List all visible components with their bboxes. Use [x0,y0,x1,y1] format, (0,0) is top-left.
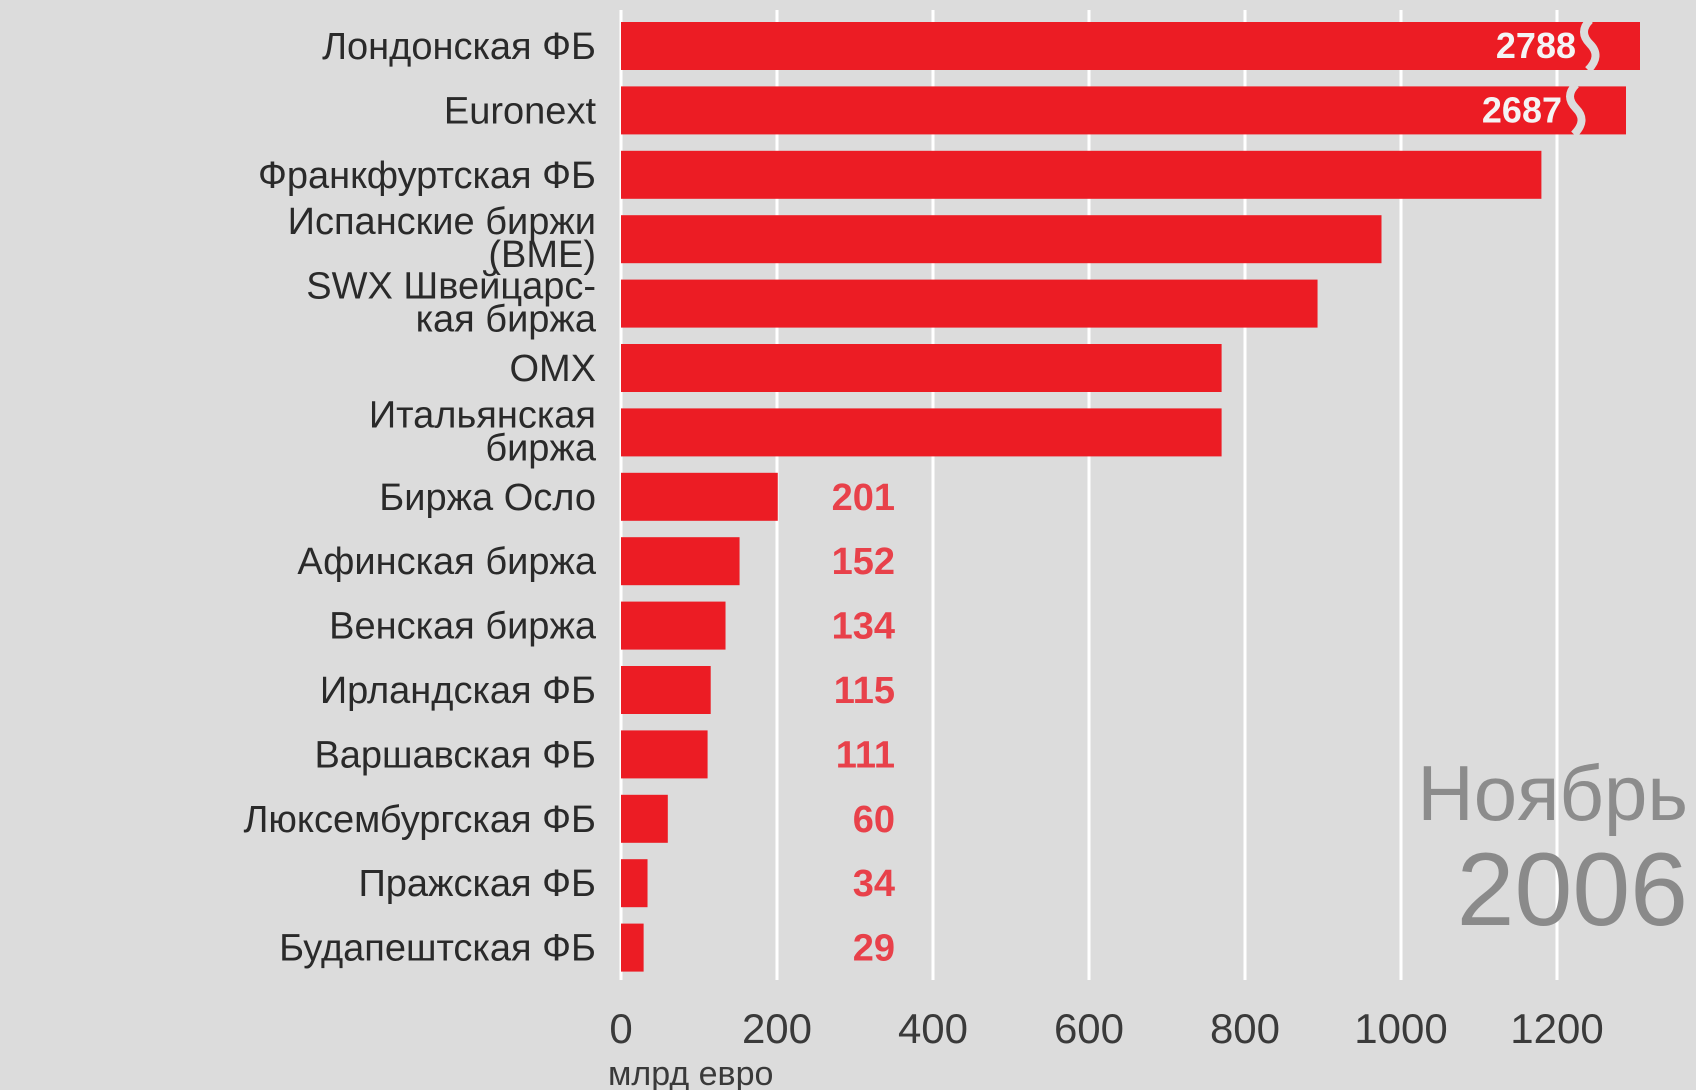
bar [621,344,1222,392]
bar [621,86,1626,135]
x-tick-label: 1200 [1510,1005,1603,1052]
annotation-month: Ноябрь [1417,749,1688,837]
bar [621,215,1382,264]
category-label: Лондонская ФБ [322,26,596,68]
value-label: 29 [853,928,895,970]
bar [621,794,668,843]
category-label: Испанские биржи [288,201,596,243]
value-label: 34 [853,863,895,905]
value-label: 115 [834,670,895,712]
value-label: 152 [832,541,895,583]
x-tick-label: 200 [742,1005,812,1052]
category-label: Варшавская ФБ [314,734,596,776]
category-label: SWX Швейцарс- [306,266,596,308]
category-label: Euronext [444,90,597,132]
bar [621,150,1542,199]
bar [621,22,1640,70]
x-tick-labels: 0 200 400 600 800 1000 1200 [609,1005,1603,1052]
x-tick-label: 400 [898,1005,968,1052]
category-label: кая биржа [416,299,597,341]
value-label: 2788 [1496,25,1576,66]
category-label: OMX [509,348,596,390]
value-label: 201 [832,477,895,519]
bar [621,279,1318,328]
category-label: (BME) [488,234,596,276]
x-tick-label: 600 [1054,1005,1124,1052]
value-label: 60 [853,799,895,841]
bar [621,859,648,908]
x-axis-label: млрд евро [608,1055,773,1090]
x-tick-label: 800 [1210,1005,1280,1052]
category-label: Биржа Осло [379,477,596,519]
category-label: Афинская биржа [297,541,597,583]
annotation-year: 2006 [1457,832,1688,948]
value-label: 2687 [1482,89,1562,130]
bar [621,472,778,521]
category-label: Венская биржа [329,606,597,648]
bars [621,17,1640,972]
category-label: Франкфуртская ФБ [258,155,596,197]
bar [621,666,711,714]
x-tick-label: 0 [609,1005,632,1052]
bar [621,537,740,586]
value-label: 111 [836,734,895,776]
category-label: биржа [485,427,597,469]
bar [621,923,644,972]
category-labels: Лондонская ФБ Euronext Франкфуртская ФБИсп… [243,26,596,970]
category-label: Будапештская ФБ [279,928,596,970]
category-label: Ирландская ФБ [320,670,596,712]
bar [621,730,708,779]
axis-break-mark [1566,81,1586,138]
x-tick-label: 1000 [1354,1005,1447,1052]
bar [621,601,726,650]
value-labels: 2788 2687 201 152 134 115 111 60 34 29 [832,25,1576,970]
category-label: Пражская ФБ [358,863,596,905]
axis-break-mark [1580,17,1600,73]
category-label: Итальянская [369,394,596,436]
category-label: Люксембургская ФБ [243,799,596,841]
value-label: 134 [832,606,895,648]
bar [621,408,1222,457]
